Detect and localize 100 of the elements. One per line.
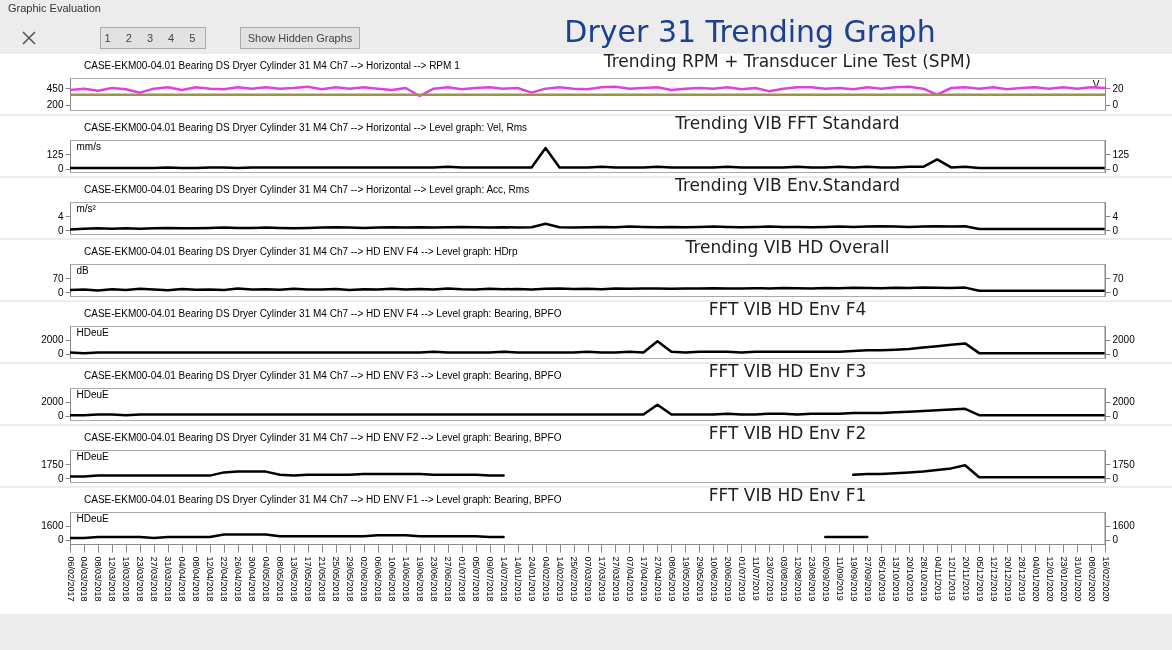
y-tick-label: 0	[57, 224, 64, 236]
x-tick-label: 04/04/2018	[177, 556, 188, 602]
x-tick-label: 02/09/2019	[820, 556, 831, 602]
y2-tick-label: 0	[1112, 163, 1119, 175]
x-tick-label: 14/01/2019	[513, 556, 524, 602]
x-tick-label: 31/03/2018	[163, 556, 174, 602]
y2-tick-label: 70	[1112, 272, 1125, 284]
x-tick-label: 19/09/2019	[848, 556, 859, 602]
x-tick-label: 06/06/2018	[373, 556, 384, 602]
line-series	[70, 340, 1105, 355]
x-tick-label: 04/11/2019	[932, 556, 943, 601]
y-axis-title: HDeuE	[76, 512, 110, 524]
text: Graphic Evaluation	[8, 2, 101, 14]
y2-tick-label: 2000	[1112, 334, 1136, 346]
y2-tick-label: 0	[1112, 534, 1119, 546]
y2-tick-label: 0	[1112, 286, 1119, 298]
x-tick-label: 04/05/2018	[261, 556, 272, 602]
x-tick-label: 20/11/2019	[960, 556, 971, 601]
y2-tick-label: 0	[1112, 99, 1119, 111]
x-tick-label: 27/04/2019	[652, 556, 663, 602]
text: CASE-EKM00-04.01 Bearing DS Dryer Cylinder 31 M4 Ch7 --> HD ENV F1 --> Level graph: Bearing, BPFO	[84, 494, 562, 505]
x-tick-label: 19/06/2018	[415, 556, 426, 602]
x-tick-label: 04/01/2020	[1030, 556, 1041, 602]
y-tick-label: 450	[46, 82, 64, 94]
x-tick-label: 05/10/2019	[876, 556, 887, 602]
chart-title: Trending RPM + Transducer Line Test (SPM)	[602, 51, 972, 71]
y-axis-title: dB	[76, 264, 90, 276]
x-tick-label: 07/03/2019	[583, 556, 593, 602]
y-tick-label: 2000	[41, 334, 64, 346]
x-tick-label: 31/01/2020	[1072, 556, 1083, 602]
x-tick-label: 24/01/2019	[527, 556, 538, 602]
x-tick-label: 20/10/2019	[904, 556, 915, 602]
y2-tick-label: 125	[1112, 148, 1130, 160]
text: CASE-EKM00-04.01 Bearing DS Dryer Cylinder 31 M4 Ch7 --> Horizontal --> Level graph: Vel, Rms	[84, 122, 527, 133]
x-tick-label: 13/10/2019	[890, 556, 901, 602]
x-tick-label: 27/09/2019	[862, 556, 873, 602]
x-tick-label: 03/08/2019	[778, 556, 789, 602]
y-tick-label: 1750	[41, 458, 64, 470]
x-tick-label: 26/04/2018	[233, 556, 244, 602]
x-tick-label: 08/03/2018	[93, 556, 104, 602]
x-tick-label: 21/05/2018	[317, 556, 328, 602]
chart-title: Trending VIB FFT Standard	[674, 113, 900, 133]
x-tick-label: 04/03/2018	[79, 556, 90, 602]
x-tick-label: 11/09/2019	[834, 556, 845, 601]
chart-title: FFT VIB HD Env F2	[708, 423, 867, 443]
y2-tick-label: 1750	[1112, 458, 1136, 470]
text: CASE-EKM00-04.01 Bearing DS Dryer Cylinder 31 M4 Ch7 --> Horizontal --> Level graph: Acc, Rms	[84, 184, 530, 195]
series-label: CASE-EKM00-04.01 Bearing DS Dryer Cylinder 31 M4 Ch7 --> Horizontal --> RPM 1	[84, 60, 461, 71]
x-tick-label: 07/04/2019	[624, 556, 635, 602]
x-tick-label: 05/07/2018	[471, 556, 482, 602]
y2-tick-label: 20	[1112, 82, 1125, 94]
text: Show Hidden Graphs	[240, 27, 360, 49]
text: 1 2 3 4 5	[100, 27, 206, 49]
y-tick-label: 200	[46, 99, 64, 111]
x-tick-label: 19/05/2019	[680, 556, 691, 602]
x-tick-label: 08/02/2020	[1086, 556, 1097, 602]
x-tick-label: 13/05/2018	[289, 556, 300, 602]
y-axis-title: HDeuE	[76, 326, 110, 338]
y-tick-label: 4	[57, 210, 64, 222]
y-tick-label: 0	[57, 472, 64, 484]
text: CASE-EKM00-04.01 Bearing DS Dryer Cylinder 31 M4 Ch7 --> HD ENV F2 --> Level graph: Bearing, BPFO	[84, 432, 562, 443]
chart-title: Trending VIB HD Overall	[684, 237, 890, 257]
x-tick-label: 17/05/2018	[303, 556, 314, 602]
x-tick-label: 27/03/2018	[149, 556, 160, 602]
x-tick-label: 14/06/2018	[401, 556, 412, 602]
x-tick-label: 25/02/2019	[569, 556, 580, 602]
x-tick-label: 11/07/2019	[750, 556, 761, 601]
x-tick-label: 17/03/2019	[596, 556, 607, 602]
x-tick-label: 23/03/2018	[135, 556, 146, 602]
x-tick-label: 14/02/2019	[555, 556, 566, 602]
x-tick-label: 20/12/2019	[1002, 556, 1013, 602]
x-tick-label: 12/03/2018	[107, 556, 118, 602]
y2-tick-label: 0	[1112, 472, 1119, 484]
y-axis-title: mm/s	[76, 140, 101, 152]
y-axis-title: HDeuE	[76, 450, 110, 462]
x-tick-label: 20/06/2019	[722, 556, 733, 602]
x-tick-label: 09/07/2018	[485, 556, 496, 602]
x-tick-label: 27/06/2018	[443, 556, 454, 602]
y-tick-label: 0	[57, 163, 64, 175]
x-tick-label: 12/08/2019	[792, 556, 803, 602]
x-tick-label: 12/04/2018	[205, 556, 216, 602]
y-tick-label: 0	[57, 534, 64, 546]
y-tick-label: 0	[57, 410, 64, 422]
x-tick-label: 08/04/2018	[191, 556, 202, 602]
x-tick-label: 08/05/2018	[275, 556, 286, 602]
x-tick-label: 22/04/2018	[219, 556, 230, 602]
x-tick-label: 28/10/2019	[918, 556, 929, 602]
x-tick-label: 10/06/2018	[387, 556, 398, 602]
x-tick-label: 14/07/2018	[499, 556, 510, 602]
y2-tick-label: 1600	[1112, 520, 1136, 532]
x-tick-label: 01/07/2018	[457, 556, 468, 602]
x-tick-label: 12/01/2020	[1044, 556, 1055, 602]
x-tick-label: 28/12/2019	[1016, 556, 1027, 602]
text: CASE-EKM00-04.01 Bearing DS Dryer Cylinder 31 M4 Ch7 --> HD ENV F4 --> Level graph: HDrp	[84, 246, 518, 257]
chart-title: FFT VIB HD Env F1	[708, 485, 867, 505]
x-tick-label: 23/06/2018	[429, 556, 440, 602]
x-tick-label: 30/04/2018	[247, 556, 258, 602]
line-series	[70, 403, 1105, 417]
x-tick-label: 23/08/2019	[806, 556, 817, 602]
chart-title: FFT VIB HD Env F4	[708, 299, 867, 319]
